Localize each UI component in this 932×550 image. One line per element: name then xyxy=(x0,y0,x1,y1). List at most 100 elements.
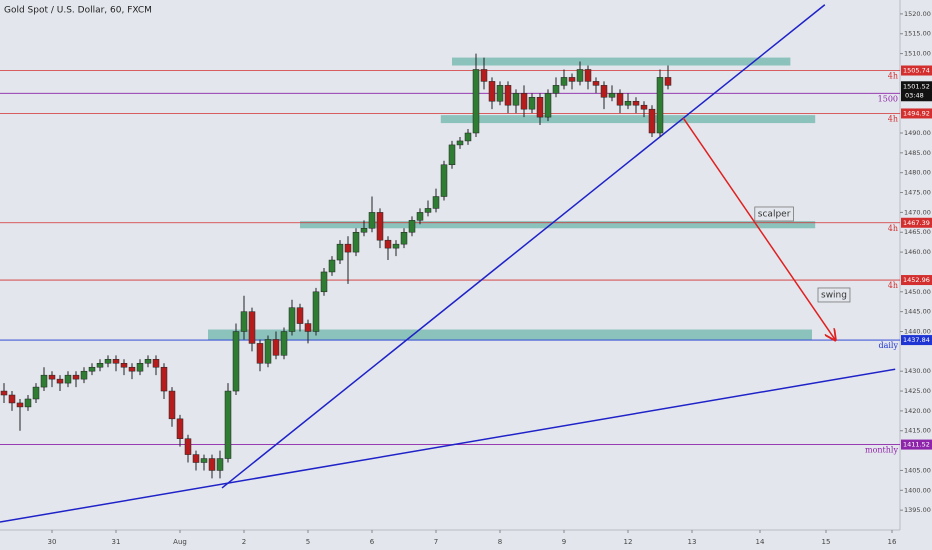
plot: scalper swing xyxy=(0,4,900,523)
x-tick-label: 2 xyxy=(242,538,246,546)
candle-body xyxy=(432,196,440,209)
annotation-box xyxy=(817,287,851,303)
level-price-box xyxy=(901,439,932,450)
candle-body xyxy=(216,458,224,471)
y-tick-label: 1470.00 xyxy=(904,208,931,216)
zone xyxy=(208,329,812,341)
x-tick-label: 9 xyxy=(562,538,566,546)
candle-body xyxy=(568,77,576,82)
y-tick-label: 1480.00 xyxy=(904,169,931,177)
candle-body xyxy=(32,386,40,400)
candle-body xyxy=(312,291,320,332)
y-tick-label: 1400.00 xyxy=(904,486,931,494)
candle-body xyxy=(632,100,640,106)
candle-body xyxy=(8,394,16,404)
annotation-box xyxy=(754,206,794,222)
candle-body xyxy=(648,108,656,134)
candle-body xyxy=(368,212,376,229)
candle-body xyxy=(208,458,216,471)
candle-body xyxy=(224,390,232,459)
candle-body xyxy=(608,93,616,98)
zone xyxy=(440,115,816,124)
annotation-text: scalper xyxy=(758,209,791,219)
x-tick-label: 8 xyxy=(498,538,502,546)
candle-body xyxy=(168,390,176,420)
candle-body xyxy=(72,374,80,380)
y-tick-label: 1485.00 xyxy=(904,149,931,157)
candle-body xyxy=(576,69,584,82)
candle-body xyxy=(0,390,8,396)
chart-title: Gold Spot / U.S. Dollar, 60, FXCM xyxy=(4,6,152,16)
candle-body xyxy=(320,271,328,293)
candle-body xyxy=(248,311,256,344)
candle-body xyxy=(48,374,56,380)
candle-body xyxy=(88,366,96,372)
y-tick-label: 1420.00 xyxy=(904,407,931,415)
y-tick-label: 1475.00 xyxy=(904,189,931,197)
x-tick-label: 12 xyxy=(624,538,633,546)
candle-body xyxy=(448,144,456,166)
candle-body xyxy=(376,212,384,241)
candle-body xyxy=(328,259,336,273)
candle-body xyxy=(640,104,648,110)
candle-body xyxy=(616,93,624,106)
candle-body xyxy=(160,366,168,392)
level-price-label: 1494.92 xyxy=(903,109,930,117)
candle-body xyxy=(400,231,408,245)
candle-body xyxy=(112,359,120,364)
candle-body xyxy=(80,370,88,380)
candle-body xyxy=(176,418,184,439)
candle-body xyxy=(200,458,208,463)
trendline xyxy=(0,368,896,523)
x-tick-label: 7 xyxy=(434,538,438,546)
y-tick-label: 1440.00 xyxy=(904,327,931,335)
level-tag: monthly xyxy=(865,446,898,455)
y-tick-label: 1460.00 xyxy=(904,248,931,256)
level-price-box xyxy=(901,108,932,119)
y-tick-label: 1510.00 xyxy=(904,50,931,58)
candle-body xyxy=(128,366,136,372)
candle-body xyxy=(464,132,472,142)
candle-body xyxy=(480,69,488,82)
projection-arrow xyxy=(682,117,835,340)
y-tick-label: 1520.00 xyxy=(904,10,931,18)
level-tag: 1500 xyxy=(878,94,898,103)
y-tick-label: 1490.00 xyxy=(904,129,931,137)
level-price-box xyxy=(901,275,932,286)
candle-body xyxy=(120,363,128,368)
level-tag: 4h xyxy=(888,72,898,81)
candle-body xyxy=(288,307,296,332)
candle-body xyxy=(240,311,248,332)
candle-body xyxy=(488,81,496,102)
candle-body xyxy=(592,81,600,86)
zone xyxy=(452,57,791,66)
level-tag: 4h xyxy=(888,114,898,123)
level-price-box xyxy=(901,65,932,76)
y-tick-label: 1445.00 xyxy=(904,308,931,316)
current-price-box xyxy=(901,81,932,102)
level-price-label: 1505.74 xyxy=(903,67,930,75)
candle-body xyxy=(304,323,312,332)
candle-body xyxy=(24,398,32,408)
level-price-box xyxy=(901,335,932,346)
candle-body xyxy=(280,331,288,356)
candle-body xyxy=(56,378,64,384)
candle-body xyxy=(136,363,144,372)
candle-body xyxy=(104,359,112,364)
candle-body xyxy=(424,208,432,213)
candle-body xyxy=(16,402,24,408)
x-tick-label: 14 xyxy=(756,538,765,546)
level-price-label: 1437.84 xyxy=(903,336,930,344)
candle-body xyxy=(96,363,104,368)
y-tick-label: 1465.00 xyxy=(904,228,931,236)
x-tick-label: 15 xyxy=(822,538,831,546)
candle-body xyxy=(64,374,72,384)
candle-body xyxy=(416,212,424,221)
candle-body xyxy=(392,243,400,249)
y-tick-label: 1395.00 xyxy=(904,506,931,514)
y-tick-label: 1450.00 xyxy=(904,288,931,296)
x-tick-label: 13 xyxy=(688,538,697,546)
candle-body xyxy=(264,339,272,364)
candle-body xyxy=(664,77,672,86)
